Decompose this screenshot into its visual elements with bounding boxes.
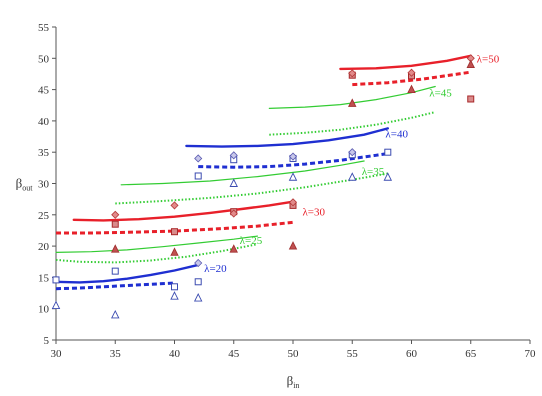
- data-point-diamond: [194, 154, 203, 163]
- y-axis-title: βout: [16, 176, 34, 193]
- data-point-diamond: [348, 148, 357, 157]
- data-point-square: [194, 278, 202, 286]
- data-point-triangle: [348, 98, 357, 107]
- data-point-triangle: [111, 244, 120, 253]
- data-point-triangle: [407, 84, 416, 94]
- series-line-solid--45: [268, 85, 436, 110]
- data-point-square: [171, 283, 178, 291]
- data-point-diamond: [288, 152, 298, 161]
- y-tick-label: 20: [38, 241, 50, 253]
- data-point-triangle: [229, 178, 238, 187]
- x-axis-title-main: β: [287, 373, 294, 388]
- y-tick-label: 40: [38, 116, 50, 128]
- curve-label--50: λ=50: [477, 53, 500, 65]
- series-line-dashed--30: [56, 220, 294, 235]
- data-point-diamond: [229, 151, 238, 160]
- data-point-triangle: [193, 293, 203, 302]
- curve-label--35: λ=35: [362, 166, 385, 178]
- curve-labels: λ=20 λ=25 λ=30 λ=35 λ=40 λ=45 λ=50: [204, 53, 500, 275]
- curve-label--25: λ=25: [240, 235, 263, 247]
- data-point-triangle: [111, 309, 120, 319]
- x-axis-title-sub: in: [293, 381, 299, 390]
- curve-label--30: λ=30: [302, 207, 325, 219]
- data-point-square: [111, 220, 119, 228]
- x-tick-label: 65: [465, 348, 477, 360]
- data-point-triangle: [288, 241, 298, 250]
- series-line-solid--30: [72, 200, 295, 222]
- data-point-square: [467, 95, 475, 103]
- series-line-solid--20: [54, 263, 200, 284]
- data-point-square: [171, 228, 178, 236]
- data-point-diamond: [170, 201, 179, 210]
- data-point-diamond: [288, 198, 298, 207]
- series-line-dashed--20: [55, 281, 175, 291]
- x-tick-label: 40: [169, 348, 181, 360]
- series-line-dotted--25: [55, 243, 258, 264]
- x-tick-label: 45: [228, 348, 240, 360]
- series-line-dashed--40: [198, 152, 389, 169]
- curve-label--40: λ=40: [385, 128, 408, 140]
- data-point-triangle: [466, 59, 475, 69]
- y-tick-label: 5: [44, 335, 50, 347]
- x-tick-label: 55: [347, 348, 359, 360]
- data-point-diamond: [111, 210, 120, 219]
- series-line-solid--35: [120, 160, 365, 186]
- y-tick-label: 10: [38, 304, 50, 316]
- markers-layer: [51, 54, 475, 319]
- series-line-dotted--45: [269, 111, 436, 136]
- data-point-square: [111, 267, 119, 275]
- series-line-solid--25: [55, 235, 258, 253]
- data-point-diamond: [407, 68, 416, 77]
- data-point-square: [52, 276, 60, 284]
- x-tick-label: 50: [288, 348, 300, 360]
- data-point-diamond: [194, 258, 203, 268]
- x-tick-label: 60: [406, 348, 418, 360]
- y-tick-label: 55: [38, 22, 50, 34]
- data-point-triangle: [170, 291, 179, 300]
- data-point-square: [384, 148, 392, 156]
- x-axis-title: βin: [287, 373, 300, 390]
- y-tick-label: 45: [38, 85, 50, 97]
- data-point-triangle: [383, 172, 393, 181]
- y-tick-label: 25: [38, 210, 50, 222]
- y-axis-title-main: β: [16, 176, 23, 191]
- curve-label--20: λ=20: [204, 263, 227, 275]
- curve-label--45: λ=45: [429, 88, 452, 100]
- series-line-dotted--35: [115, 172, 388, 205]
- y-tick-label: 50: [38, 53, 50, 65]
- y-axis-title-sub: out: [22, 184, 33, 193]
- series-line-solid--50: [339, 54, 472, 71]
- data-point-triangle: [288, 172, 298, 181]
- data-point-square: [194, 172, 202, 180]
- y-tick-label: 30: [38, 179, 50, 191]
- tick-group: 30 35 40 45 50 55 60 65 70 5 10 15 20 25 30 35 40 45 50 55: [38, 22, 536, 360]
- y-tick-label: 35: [38, 147, 50, 159]
- data-point-diamond: [229, 209, 238, 218]
- x-tick-label: 35: [110, 348, 122, 360]
- data-point-triangle: [348, 172, 357, 181]
- y-tick-label: 15: [38, 272, 50, 284]
- data-point-triangle: [170, 247, 179, 256]
- series-layer: [54, 54, 472, 291]
- x-tick-label: 30: [51, 348, 63, 360]
- data-point-diamond: [348, 69, 357, 78]
- series-line-solid--40: [185, 127, 389, 148]
- data-point-triangle: [51, 300, 61, 310]
- data-point-triangle: [229, 244, 238, 253]
- x-tick-label: 70: [525, 348, 537, 360]
